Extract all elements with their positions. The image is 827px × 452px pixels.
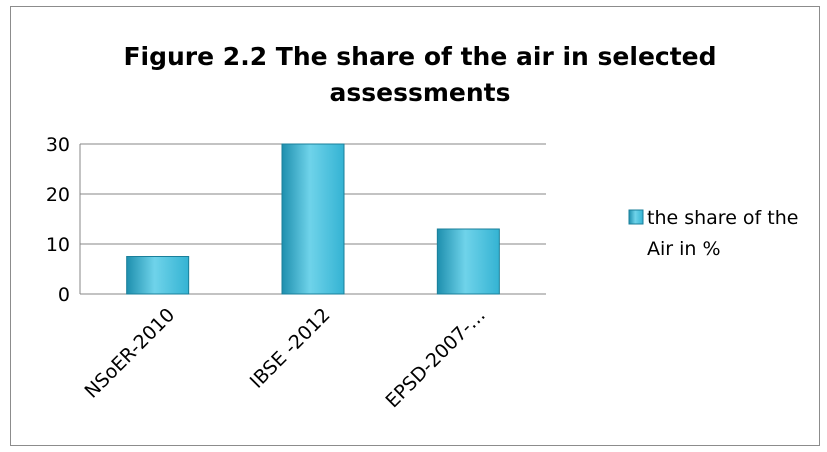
legend-label-line-2: Air in % — [647, 238, 721, 260]
x-axis-ticks: NSoER-2010 IBSE -2012 EPSD-2007-… — [81, 304, 490, 412]
y-tick-label: 20 — [46, 184, 70, 206]
y-tick-label: 0 — [58, 284, 70, 306]
bar — [436, 228, 500, 295]
bar — [281, 143, 345, 295]
y-axis-ticks: 0 10 20 30 — [46, 134, 70, 306]
legend: the share of the Air in % — [628, 207, 798, 260]
x-tick-label: EPSD-2007-… — [382, 304, 490, 412]
x-tick-label: NSoER-2010 — [81, 304, 180, 403]
legend-label-line-1: the share of the — [647, 207, 798, 229]
legend-swatch — [628, 209, 644, 225]
bars — [126, 143, 500, 295]
x-tick-label: IBSE -2012 — [246, 304, 335, 393]
y-tick-label: 10 — [46, 234, 70, 256]
bar — [126, 256, 190, 295]
chart-title-line-1: Figure 2.2 The share of the air in selec… — [123, 42, 716, 71]
chart-frame — [10, 6, 820, 446]
chart-title-line-2: assessments — [330, 78, 511, 107]
y-tick-label: 30 — [46, 134, 70, 156]
